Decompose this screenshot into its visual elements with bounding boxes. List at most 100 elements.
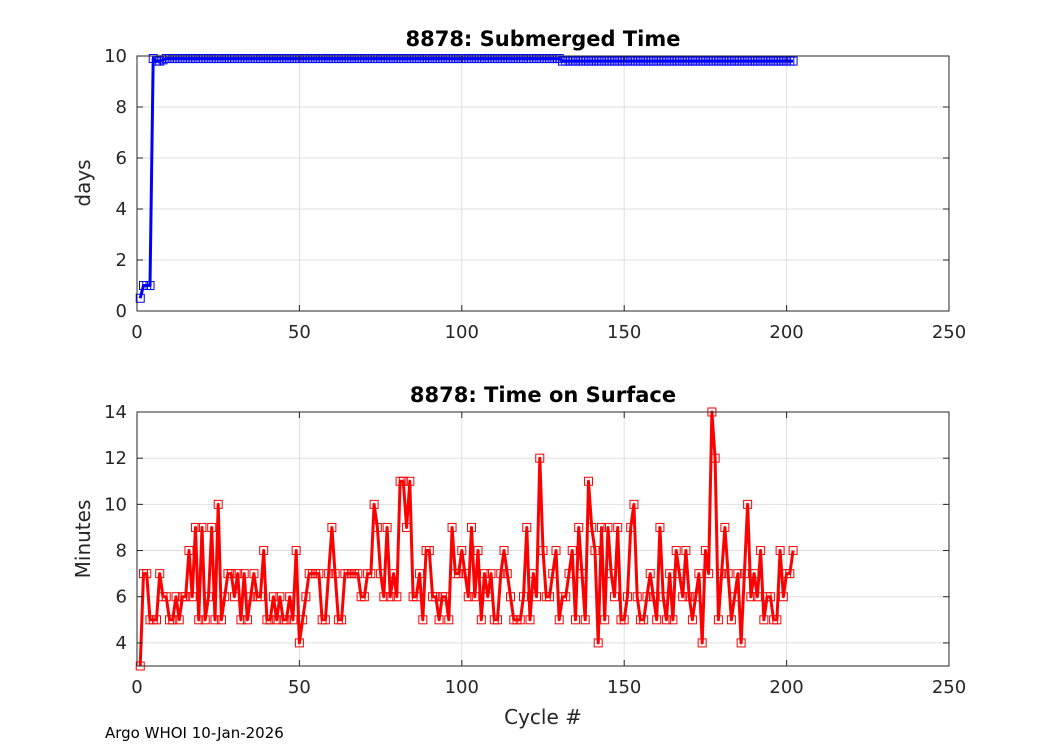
- data-point: [665, 569, 675, 579]
- data-point: [532, 592, 542, 602]
- x-tick-label: 50: [288, 322, 311, 343]
- data-point: [622, 592, 632, 602]
- data-point: [554, 54, 564, 64]
- chart-title: 8878: Time on Surface: [410, 383, 676, 407]
- data-point: [502, 569, 512, 579]
- data-point: [687, 615, 697, 625]
- data-point: [743, 499, 753, 509]
- submerged-time-panel: 0 50 100 150 200 250 0 2 4 6 8 10 8878: Submerged …: [71, 27, 966, 343]
- data-point: [197, 522, 207, 532]
- data-point: [765, 592, 775, 602]
- data-point: [213, 499, 223, 509]
- data-point: [694, 569, 704, 579]
- data-point: [506, 592, 516, 602]
- data-point: [486, 569, 496, 579]
- data-point: [327, 522, 337, 532]
- data-point: [161, 592, 171, 602]
- data-point: [788, 546, 798, 556]
- data-point: [415, 569, 425, 579]
- data-point: [596, 522, 606, 532]
- data-point: [759, 615, 769, 625]
- x-tick-label: 150: [607, 677, 641, 698]
- data-point: [668, 615, 678, 625]
- y-tick-label: 14: [104, 402, 127, 423]
- data-point: [483, 592, 493, 602]
- axes-box: [136, 55, 950, 312]
- data-point: [788, 56, 798, 66]
- data-point: [613, 522, 623, 532]
- footer-credit: Argo WHOI 10-Jan-2026: [105, 724, 284, 742]
- data-point: [528, 569, 538, 579]
- data-point: [756, 546, 766, 556]
- data-point: [600, 615, 610, 625]
- x-tick-label: 200: [769, 322, 803, 343]
- data-point: [369, 499, 379, 509]
- data-point: [272, 615, 282, 625]
- y-axis-label: days: [71, 159, 95, 206]
- data-point: [681, 546, 691, 556]
- data-point: [476, 615, 486, 625]
- y-tick-label: 4: [116, 633, 127, 654]
- data-point: [171, 592, 181, 602]
- data-point: [353, 569, 363, 579]
- data-point: [606, 569, 616, 579]
- data-point: [467, 522, 477, 532]
- data-point: [785, 569, 795, 579]
- data-point: [398, 476, 408, 486]
- data-point: [457, 546, 467, 556]
- data-point: [207, 522, 217, 532]
- data-point: [298, 615, 308, 625]
- data-point: [402, 522, 412, 532]
- x-tick-label: 150: [607, 322, 641, 343]
- data-point: [648, 592, 658, 602]
- data-point: [583, 476, 593, 486]
- data-point: [330, 569, 340, 579]
- data-point: [525, 615, 535, 625]
- data-point: [658, 592, 668, 602]
- data-point: [454, 569, 464, 579]
- data-point: [246, 592, 256, 602]
- data-point: [184, 546, 194, 556]
- data-point: [480, 569, 490, 579]
- x-tick-labels: 0 50 100 150 200 250: [131, 412, 966, 698]
- plot-area: [137, 56, 949, 311]
- series-line: [138, 410, 795, 667]
- data-point: [723, 569, 733, 579]
- data-point: [713, 615, 723, 625]
- data-point: [229, 592, 239, 602]
- series-group: [135, 407, 798, 671]
- data-point: [570, 615, 580, 625]
- data-point: [441, 592, 451, 602]
- x-tick-label: 50: [288, 677, 311, 698]
- data-point: [434, 615, 444, 625]
- data-point: [538, 546, 548, 556]
- data-point: [220, 592, 230, 602]
- data-point: [603, 522, 613, 532]
- data-point: [233, 569, 243, 579]
- chart-title: 8878: Submerged Time: [405, 27, 680, 51]
- data-point: [187, 592, 197, 602]
- data-point: [255, 592, 265, 602]
- data-point: [320, 615, 330, 625]
- data-point: [671, 546, 681, 556]
- data-point: [460, 569, 470, 579]
- data-point: [717, 569, 727, 579]
- data-point: [382, 522, 392, 532]
- data-point: [580, 615, 590, 625]
- x-tick-labels: 0 50 100 150 200 250: [131, 56, 966, 343]
- data-point: [519, 592, 529, 602]
- data-point: [632, 592, 642, 602]
- data-point: [249, 569, 259, 579]
- y-tick-label: 6: [116, 148, 127, 169]
- data-point: [739, 569, 749, 579]
- data-point: [148, 54, 158, 64]
- data-point: [778, 592, 788, 602]
- data-point: [730, 592, 740, 602]
- y-tick-label: 0: [116, 301, 127, 322]
- data-point: [337, 615, 347, 625]
- data-point: [242, 615, 252, 625]
- x-tick-label: 250: [932, 677, 966, 698]
- data-point: [593, 638, 603, 648]
- data-point: [324, 569, 334, 579]
- data-point: [590, 546, 600, 556]
